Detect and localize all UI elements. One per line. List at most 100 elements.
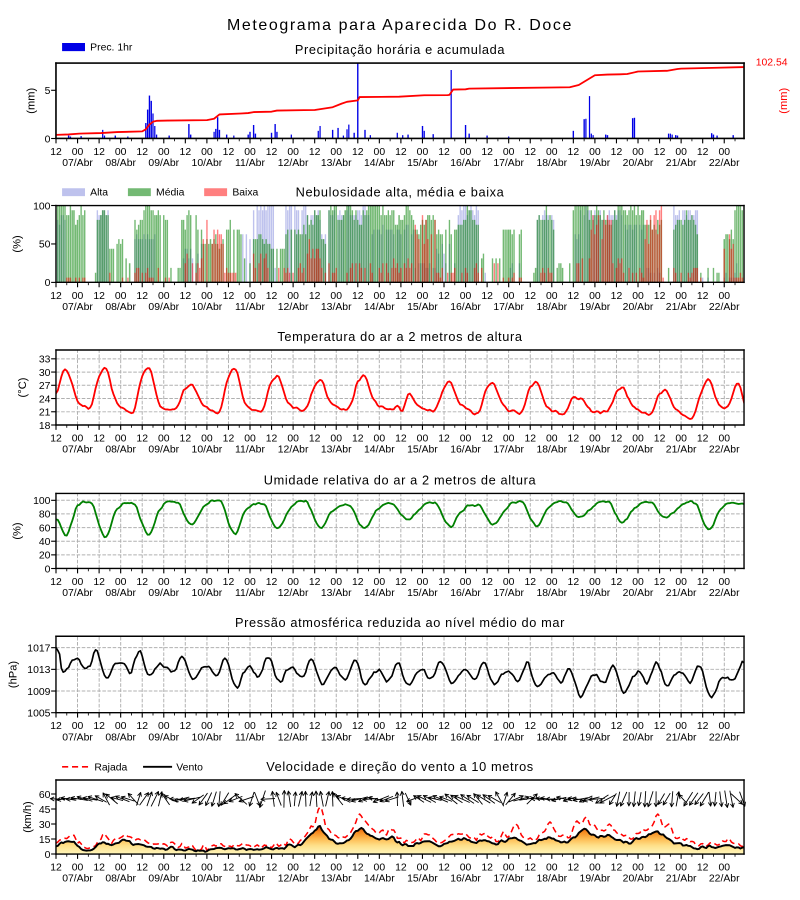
svg-text:08/Abr: 08/Abr [105, 874, 136, 885]
svg-text:12: 12 [266, 147, 278, 158]
svg-text:00: 00 [546, 577, 558, 588]
svg-text:20/Abr: 20/Abr [623, 302, 654, 313]
svg-text:11/Abr: 11/Abr [235, 302, 265, 313]
svg-text:18/Abr: 18/Abr [536, 732, 567, 743]
svg-text:12: 12 [524, 291, 536, 302]
svg-text:12: 12 [697, 291, 709, 302]
svg-text:00: 00 [115, 862, 127, 873]
svg-text:0: 0 [45, 564, 51, 575]
svg-text:13/Abr: 13/Abr [321, 588, 352, 599]
svg-text:45: 45 [39, 805, 51, 816]
svg-text:00: 00 [72, 862, 84, 873]
svg-text:12: 12 [568, 862, 580, 873]
svg-text:40: 40 [39, 537, 51, 548]
svg-text:12: 12 [223, 721, 235, 732]
svg-text:00: 00 [374, 433, 386, 444]
svg-text:12: 12 [481, 433, 493, 444]
svg-text:17/Abr: 17/Abr [493, 874, 524, 885]
svg-text:00: 00 [158, 721, 170, 732]
svg-text:00: 00 [244, 577, 256, 588]
svg-text:0: 0 [45, 278, 51, 289]
svg-text:1005: 1005 [27, 708, 50, 719]
svg-text:21/Abr: 21/Abr [666, 158, 697, 169]
svg-text:00: 00 [460, 721, 472, 732]
svg-text:00: 00 [72, 721, 84, 732]
svg-text:00: 00 [460, 147, 472, 158]
svg-text:12: 12 [266, 433, 278, 444]
svg-text:12: 12 [438, 577, 450, 588]
svg-text:00: 00 [201, 433, 213, 444]
svg-text:00: 00 [330, 147, 342, 158]
svg-text:15: 15 [39, 835, 51, 846]
svg-text:12: 12 [568, 433, 580, 444]
svg-text:10/Abr: 10/Abr [192, 445, 223, 456]
svg-text:12: 12 [50, 291, 62, 302]
svg-text:12: 12 [654, 721, 666, 732]
svg-text:00: 00 [158, 291, 170, 302]
svg-text:00: 00 [503, 721, 515, 732]
svg-text:50: 50 [39, 240, 51, 251]
svg-text:14/Abr: 14/Abr [364, 158, 395, 169]
svg-text:12: 12 [438, 862, 450, 873]
svg-text:22/Abr: 22/Abr [709, 588, 740, 599]
svg-text:12: 12 [223, 433, 235, 444]
svg-text:12: 12 [697, 721, 709, 732]
svg-text:00: 00 [675, 147, 687, 158]
svg-text:09/Abr: 09/Abr [148, 874, 179, 885]
svg-text:12: 12 [352, 577, 364, 588]
svg-text:Vento: Vento [176, 762, 203, 773]
svg-text:12: 12 [438, 147, 450, 158]
svg-text:00: 00 [718, 147, 730, 158]
svg-text:00: 00 [589, 577, 601, 588]
svg-text:15/Abr: 15/Abr [407, 445, 438, 456]
svg-text:00: 00 [675, 291, 687, 302]
svg-text:12: 12 [697, 577, 709, 588]
svg-text:14/Abr: 14/Abr [364, 732, 395, 743]
svg-text:22/Abr: 22/Abr [709, 874, 740, 885]
svg-text:00: 00 [72, 433, 84, 444]
svg-text:16/Abr: 16/Abr [450, 732, 481, 743]
svg-text:20/Abr: 20/Abr [623, 874, 654, 885]
svg-text:00: 00 [460, 291, 472, 302]
svg-text:21: 21 [39, 408, 51, 419]
svg-text:00: 00 [201, 147, 213, 158]
svg-text:11/Abr: 11/Abr [235, 588, 265, 599]
svg-text:12: 12 [309, 291, 321, 302]
svg-text:00: 00 [546, 291, 558, 302]
svg-text:21/Abr: 21/Abr [666, 874, 697, 885]
svg-text:00: 00 [115, 291, 127, 302]
svg-text:12: 12 [180, 721, 192, 732]
svg-text:12: 12 [93, 291, 105, 302]
svg-text:12: 12 [309, 433, 321, 444]
svg-text:00: 00 [632, 147, 644, 158]
svg-text:13/Abr: 13/Abr [321, 445, 352, 456]
svg-text:18/Abr: 18/Abr [536, 302, 567, 313]
svg-text:12: 12 [352, 147, 364, 158]
svg-text:12: 12 [395, 577, 407, 588]
svg-text:00: 00 [632, 433, 644, 444]
svg-text:12: 12 [568, 291, 580, 302]
svg-text:00: 00 [374, 147, 386, 158]
svg-text:00: 00 [330, 291, 342, 302]
svg-text:00: 00 [244, 721, 256, 732]
svg-text:09/Abr: 09/Abr [148, 732, 179, 743]
svg-text:00: 00 [460, 862, 472, 873]
svg-text:Pressão atmosférica reduzida a: Pressão atmosférica reduzida ao nível mé… [235, 615, 565, 630]
svg-text:12: 12 [611, 721, 623, 732]
svg-text:12: 12 [136, 721, 148, 732]
svg-text:Meteograma para Aparecida Do R: Meteograma para Aparecida Do R. Doce [227, 17, 573, 34]
svg-text:(mm): (mm) [778, 88, 790, 114]
svg-text:100: 100 [33, 496, 51, 507]
svg-text:1017: 1017 [27, 643, 50, 654]
svg-text:00: 00 [417, 433, 429, 444]
svg-text:12: 12 [611, 577, 623, 588]
svg-text:14/Abr: 14/Abr [364, 445, 395, 456]
svg-text:Prec. 1hr: Prec. 1hr [90, 43, 133, 54]
svg-text:00: 00 [589, 291, 601, 302]
svg-text:12: 12 [50, 862, 62, 873]
svg-text:17/Abr: 17/Abr [493, 445, 524, 456]
svg-text:(mm): (mm) [26, 88, 38, 114]
svg-text:12: 12 [223, 291, 235, 302]
svg-text:00: 00 [374, 862, 386, 873]
svg-text:12: 12 [352, 433, 364, 444]
